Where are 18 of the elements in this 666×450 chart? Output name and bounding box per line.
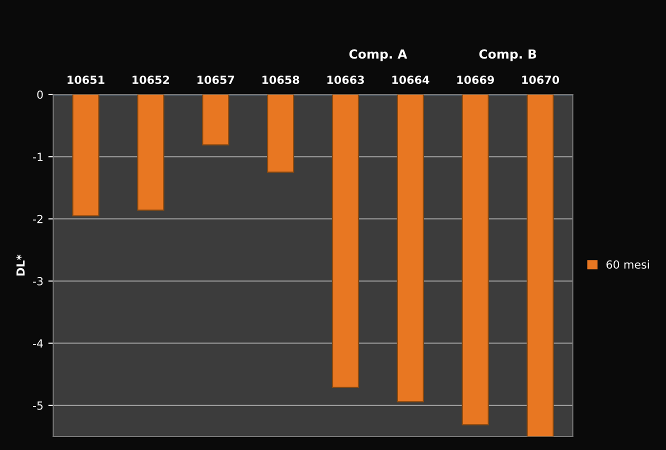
- x-tick-label: 10658: [262, 76, 300, 84]
- y-tick-label: 0: [37, 90, 43, 99]
- text: Comp. A: [349, 49, 408, 62]
- x-tick-label: 10652: [132, 76, 170, 84]
- y-tick-label: -2: [33, 214, 42, 224]
- x-tick-label: 10663: [327, 76, 364, 84]
- text: Comp. B: [479, 49, 536, 62]
- y-tick-label: -4: [33, 339, 43, 348]
- y-tick-label: -1: [33, 152, 43, 161]
- y-tick-label: -3: [33, 277, 43, 286]
- y-tick-label: -5: [33, 402, 43, 410]
- legend-label: 60 mesi: [606, 260, 649, 269]
- x-tick-label: 10670: [522, 76, 560, 84]
- y-axis-title: DL*: [16, 254, 25, 276]
- x-tick-label: 10669: [457, 76, 494, 84]
- x-tick-label: 10651: [68, 76, 104, 84]
- x-tick-label: 10664: [392, 76, 430, 84]
- x-tick-label: 10657: [198, 76, 234, 84]
